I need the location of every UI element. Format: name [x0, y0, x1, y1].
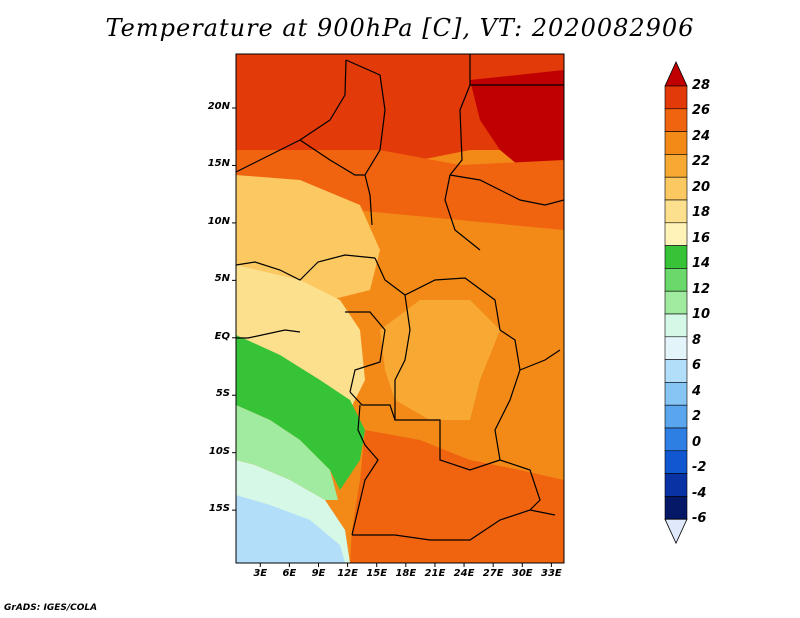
border-line [494, 329, 521, 461]
lon-label: 12E [337, 568, 358, 579]
colorbar-swatch [664, 382, 688, 406]
lon-label: 33E [541, 568, 562, 579]
region-ocean-blue [236, 495, 345, 563]
colorbar-label: 28 [692, 78, 711, 93]
colorbar-label: 18 [692, 205, 711, 221]
lat-label: 5S [215, 388, 230, 400]
colorbar-label: 0 [692, 434, 702, 450]
colorbar-swatch [664, 176, 688, 201]
axis-ticks [232, 107, 552, 567]
colorbar-label: 4 [692, 383, 702, 399]
colorbar-top-arrow [664, 61, 688, 87]
border-line [236, 254, 376, 281]
lon-label: 6E [282, 568, 297, 579]
map-frame [235, 53, 565, 564]
border-line [444, 54, 481, 251]
lon-label: 15E [366, 568, 388, 579]
colorbar-label: 2 [692, 409, 702, 425]
colorbar-label: -2 [692, 460, 707, 476]
lon-label: 3E [253, 568, 268, 579]
colorbar-swatch [664, 427, 688, 452]
colorbar-label: 12 [692, 281, 711, 297]
lon-label: 21E [424, 568, 446, 579]
region-ocean-green [236, 335, 365, 490]
colorbar [664, 61, 688, 545]
region-west-africa [236, 175, 380, 300]
border-line [519, 349, 561, 371]
lat-label: 15S [208, 503, 230, 515]
lat-label: EQ [214, 330, 230, 342]
region-sahara-east [470, 70, 564, 175]
border-line [345, 59, 386, 226]
border-line [236, 59, 347, 173]
colorbar-label: 16 [692, 230, 711, 246]
lat-label: 20N [207, 101, 230, 112]
colorbar-label: -4 [692, 485, 707, 501]
region-ocean-light-green [236, 405, 338, 500]
border-line [299, 139, 365, 176]
lat-label: 15N [207, 158, 230, 170]
colorbar-swatch [664, 108, 688, 132]
colorbar-label: 26 [692, 103, 711, 119]
colorbar-swatch [664, 313, 688, 338]
colorbar-label: 10 [692, 307, 711, 323]
colorbar-label: 20 [692, 179, 711, 195]
lon-label: 18E [395, 568, 417, 579]
colorbar-swatch [664, 336, 688, 360]
lon-label: 30E [511, 568, 533, 579]
lon-label: 9E [311, 568, 326, 579]
region-southern-africa [350, 430, 564, 563]
colorbar-swatch [664, 268, 688, 292]
lon-label: 24E [453, 568, 475, 579]
lat-label: 10N [207, 215, 230, 227]
colorbar-swatch [664, 359, 688, 383]
border-line [374, 257, 501, 331]
map-title: Temperature at 900hPa [C], VT: 202008290… [105, 14, 695, 42]
colorbar-label: 22 [692, 154, 711, 170]
temperature-field [236, 54, 564, 563]
colorbar-swatch [664, 450, 688, 474]
colorbar-label: 6 [692, 358, 702, 374]
country-borders [236, 54, 564, 541]
colorbar-label: -6 [692, 511, 707, 527]
lat-label: 5N [214, 273, 230, 285]
colorbar-swatch [664, 85, 688, 110]
colorbar-label: 24 [692, 128, 711, 144]
border-line [394, 294, 411, 420]
colorbar-swatch [664, 473, 688, 497]
colorbar-swatch [664, 199, 688, 224]
footer-credit: GrADS: IGES/COLA [4, 603, 98, 613]
region-gulf [236, 265, 365, 410]
colorbar-label: 14 [692, 256, 711, 272]
colorbar-bottom-arrow [664, 518, 688, 545]
colorbar-label: 8 [692, 332, 702, 348]
lat-label: 10S [208, 445, 230, 457]
border-line [345, 311, 386, 393]
colorbar-swatch [664, 154, 688, 178]
border-line [351, 404, 379, 536]
lon-label: 27E [482, 568, 504, 579]
border-line [499, 459, 541, 511]
colorbar-swatch [664, 131, 688, 155]
border-line [449, 174, 564, 206]
colorbar-swatch [664, 290, 688, 315]
colorbar-swatch [664, 245, 688, 269]
colorbar-swatch [664, 496, 688, 520]
colorbar-swatch [664, 404, 688, 429]
border-line [236, 329, 301, 339]
border-line [349, 391, 501, 471]
colorbar-swatch [664, 222, 688, 246]
